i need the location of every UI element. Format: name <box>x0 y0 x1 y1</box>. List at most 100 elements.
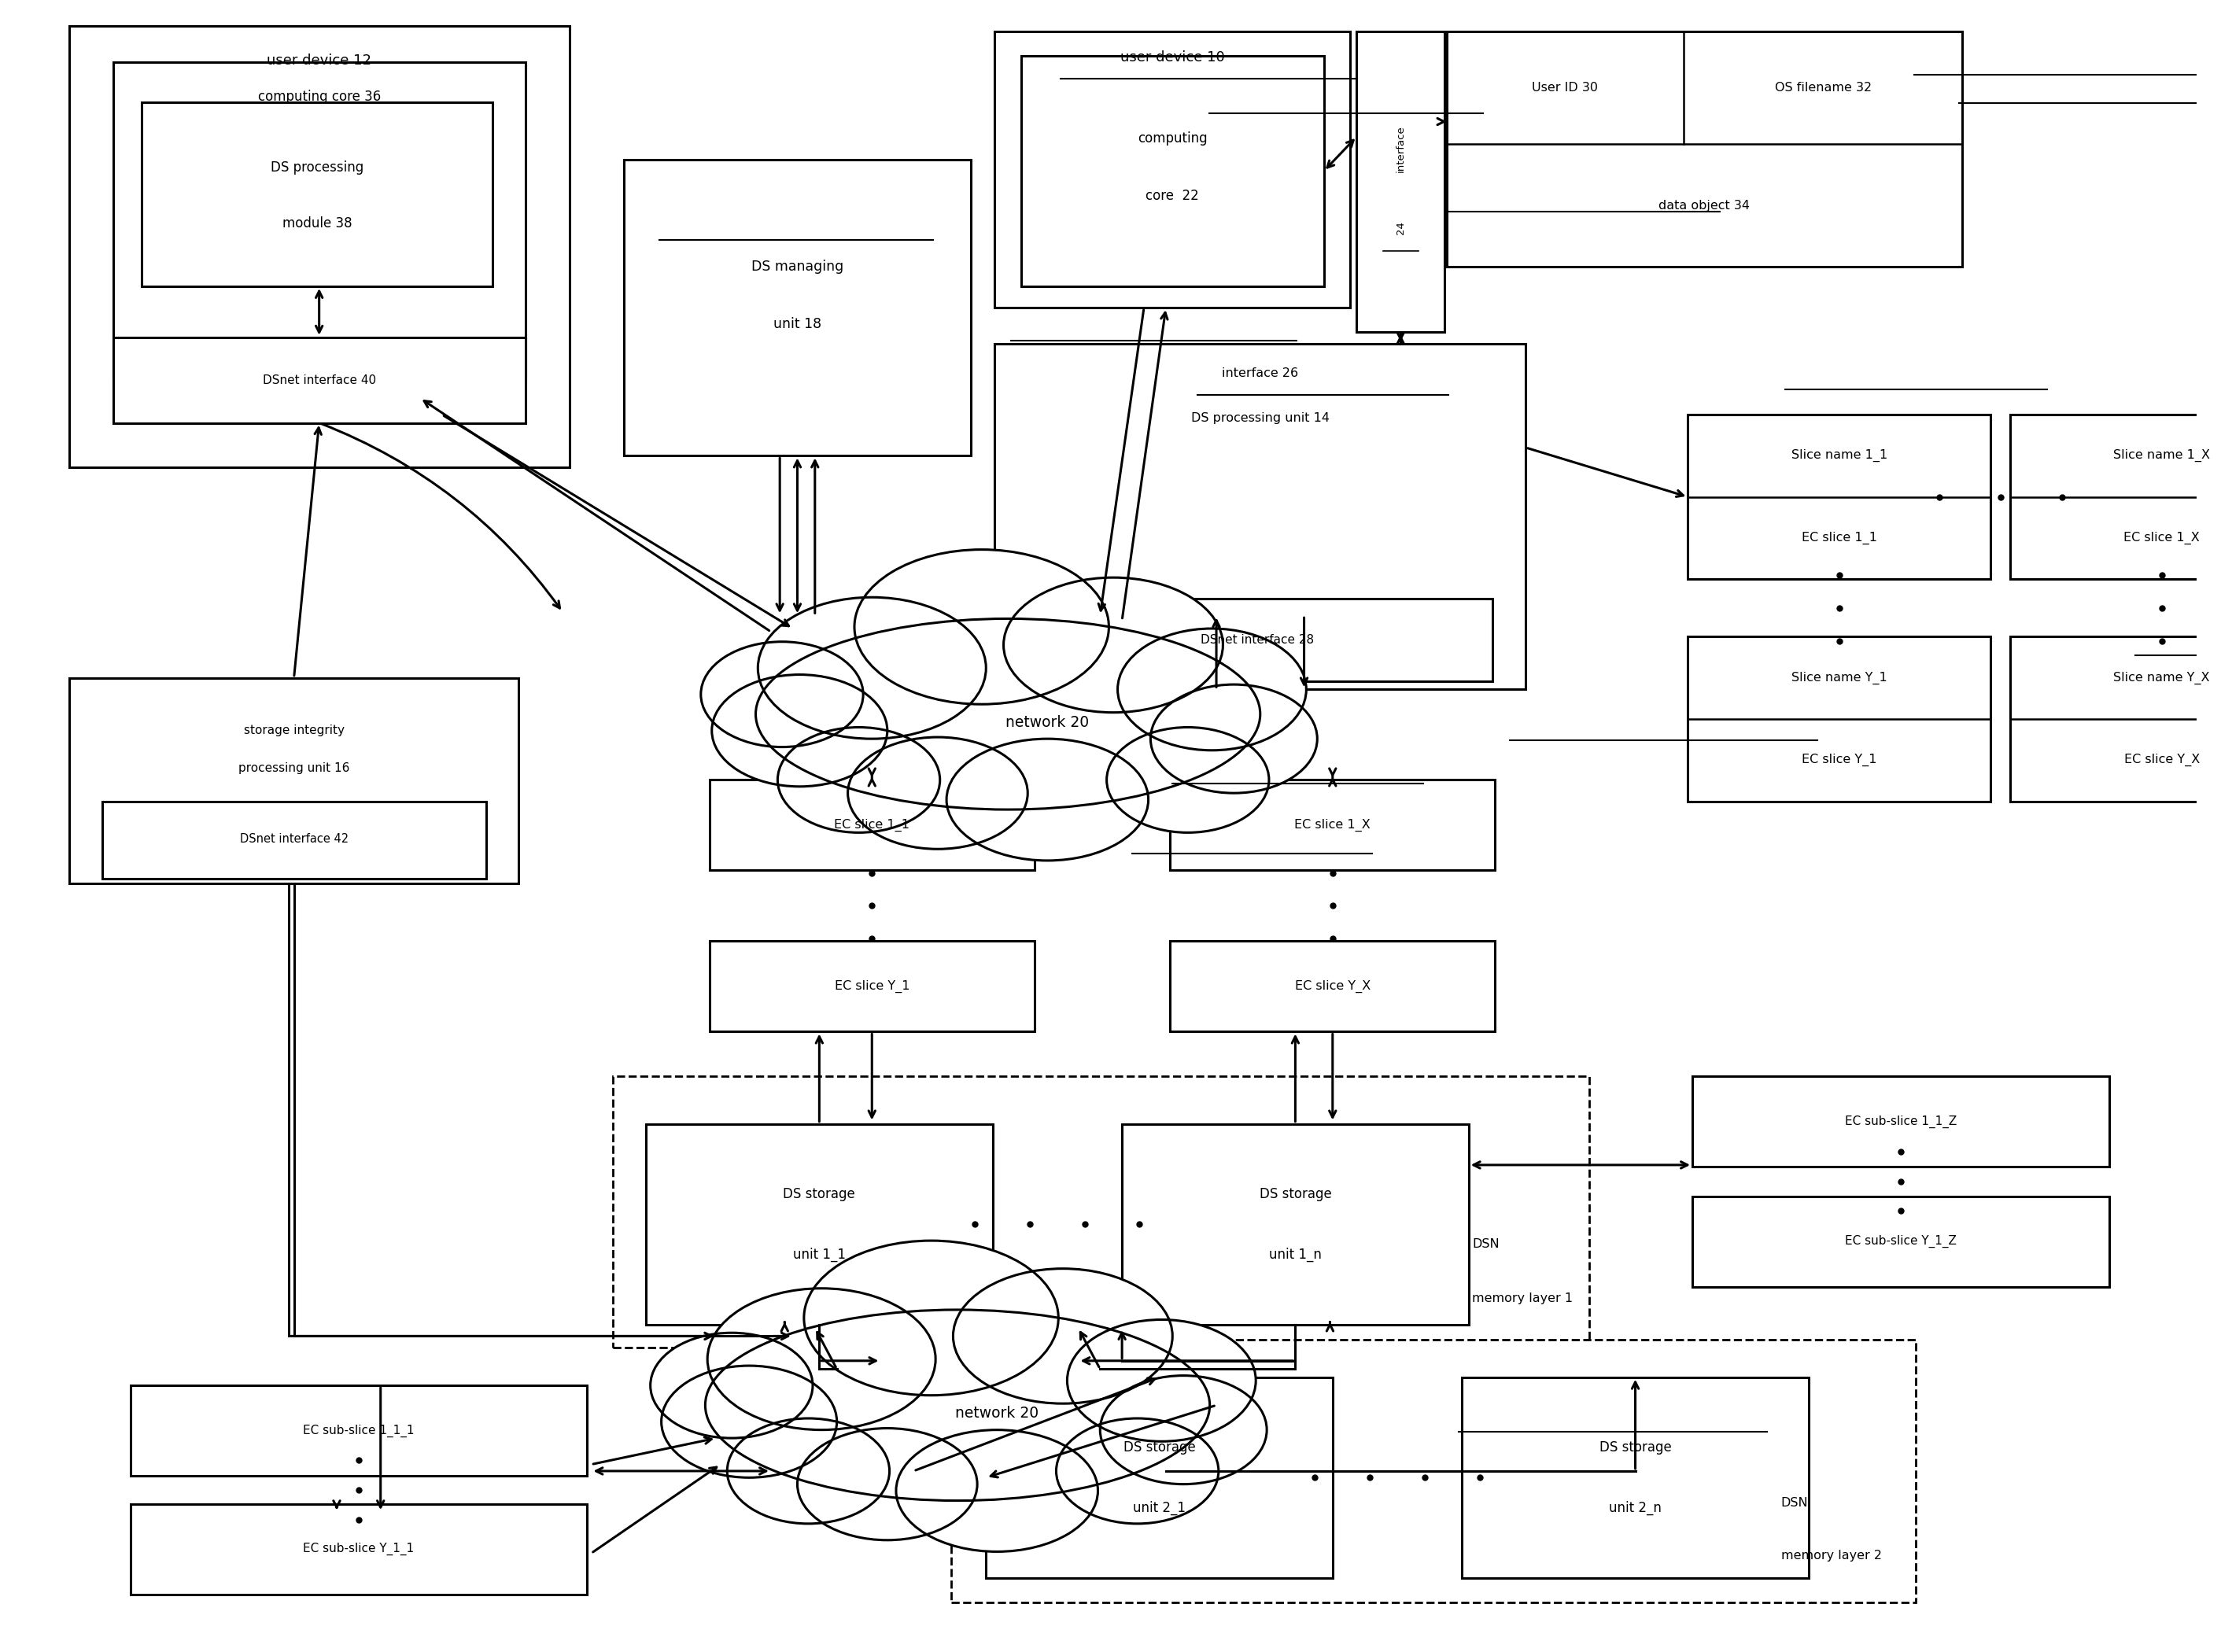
Text: data object 34: data object 34 <box>1659 200 1750 211</box>
Ellipse shape <box>777 727 939 833</box>
Text: EC sub-slice 1_1_Z: EC sub-slice 1_1_Z <box>1846 1115 1957 1128</box>
Ellipse shape <box>1106 727 1268 833</box>
Text: 24: 24 <box>1395 221 1406 235</box>
Text: DSnet interface 42: DSnet interface 42 <box>240 833 349 846</box>
Bar <box>1461 1378 1808 1578</box>
Text: computing: computing <box>1137 131 1208 145</box>
Text: DS processing unit 14: DS processing unit 14 <box>1190 411 1330 425</box>
Bar <box>2010 415 2221 580</box>
Bar <box>624 160 971 456</box>
Text: network 20: network 20 <box>1006 715 1088 730</box>
Ellipse shape <box>711 674 888 786</box>
Bar <box>711 942 1035 1032</box>
Text: EC slice Y_X: EC slice Y_X <box>1295 980 1370 993</box>
Bar <box>2010 636 2221 801</box>
Text: EC slice Y_1: EC slice Y_1 <box>1801 753 1877 767</box>
Text: unit 2_n: unit 2_n <box>1608 1500 1661 1515</box>
Bar <box>1692 1196 2110 1287</box>
Text: storage integrity: storage integrity <box>244 725 344 737</box>
Ellipse shape <box>1117 628 1306 750</box>
Bar <box>986 1378 1333 1578</box>
Bar <box>951 1340 1917 1602</box>
Text: OS filename 32: OS filename 32 <box>1775 83 1872 94</box>
Text: Slice name Y_X: Slice name Y_X <box>2114 671 2210 684</box>
Text: EC slice 1_1: EC slice 1_1 <box>835 819 911 831</box>
Ellipse shape <box>855 550 1108 704</box>
Bar <box>1357 31 1444 332</box>
Ellipse shape <box>797 1429 977 1540</box>
Ellipse shape <box>848 737 1028 849</box>
Text: unit 2_1: unit 2_1 <box>1133 1500 1186 1515</box>
Ellipse shape <box>895 1431 1097 1551</box>
Bar <box>113 63 526 378</box>
Text: EC sub-slice Y_1_1: EC sub-slice Y_1_1 <box>302 1543 413 1556</box>
Text: DSN: DSN <box>1473 1239 1499 1251</box>
Text: memory layer 2: memory layer 2 <box>1781 1550 1881 1561</box>
Text: module 38: module 38 <box>282 216 351 231</box>
Bar <box>1170 780 1495 871</box>
Text: EC slice Y_1: EC slice Y_1 <box>835 980 911 993</box>
Bar <box>613 1075 1590 1348</box>
Bar <box>131 1503 586 1594</box>
Text: DSnet interface 40: DSnet interface 40 <box>262 375 375 387</box>
Bar <box>131 1386 586 1475</box>
Bar <box>1170 942 1495 1032</box>
Bar <box>1122 1123 1468 1325</box>
Bar <box>995 31 1350 307</box>
Text: DS storage: DS storage <box>784 1188 855 1201</box>
Text: DS processing: DS processing <box>271 160 364 175</box>
Text: network 20: network 20 <box>955 1406 1039 1421</box>
Text: core  22: core 22 <box>1146 188 1199 203</box>
Bar <box>1692 1075 2110 1166</box>
Bar <box>1022 600 1493 681</box>
Bar <box>69 26 569 468</box>
Text: EC sub-slice 1_1_1: EC sub-slice 1_1_1 <box>302 1424 415 1437</box>
Ellipse shape <box>726 1419 888 1523</box>
Ellipse shape <box>1057 1419 1219 1523</box>
Text: DS storage: DS storage <box>1124 1441 1195 1454</box>
Bar <box>711 780 1035 871</box>
Bar <box>142 102 493 286</box>
Ellipse shape <box>953 1269 1173 1404</box>
Text: EC sub-slice Y_1_Z: EC sub-slice Y_1_Z <box>1846 1236 1957 1247</box>
Text: user device 12: user device 12 <box>267 55 371 68</box>
Ellipse shape <box>946 738 1148 861</box>
Text: DS managing: DS managing <box>751 259 844 274</box>
Bar <box>1688 636 1990 801</box>
Text: EC slice Y_X: EC slice Y_X <box>2123 753 2199 767</box>
Text: DSN: DSN <box>1781 1497 1808 1508</box>
Ellipse shape <box>1004 578 1224 712</box>
Bar <box>113 337 526 423</box>
Ellipse shape <box>755 618 1259 809</box>
Text: unit 1_n: unit 1_n <box>1268 1247 1321 1262</box>
Text: Slice name 1_1: Slice name 1_1 <box>1790 449 1888 463</box>
Ellipse shape <box>708 1289 935 1431</box>
Text: Slice name Y_1: Slice name Y_1 <box>1792 671 1888 684</box>
Text: EC slice 1_X: EC slice 1_X <box>2123 532 2199 545</box>
Text: Slice name 1_X: Slice name 1_X <box>2114 449 2210 463</box>
Ellipse shape <box>804 1241 1059 1396</box>
Text: user device 10: user device 10 <box>1119 51 1224 64</box>
Text: DSnet interface 28: DSnet interface 28 <box>1199 634 1313 646</box>
Text: User ID 30: User ID 30 <box>1532 83 1599 94</box>
Ellipse shape <box>662 1366 837 1477</box>
Bar <box>995 344 1526 689</box>
Ellipse shape <box>757 598 986 738</box>
Text: processing unit 16: processing unit 16 <box>238 763 349 775</box>
Text: interface 26: interface 26 <box>1222 368 1299 380</box>
Ellipse shape <box>1099 1376 1266 1483</box>
Ellipse shape <box>651 1333 813 1439</box>
Text: DS storage: DS storage <box>1259 1188 1330 1201</box>
Bar <box>69 677 520 884</box>
Text: EC slice 1_1: EC slice 1_1 <box>1801 532 1877 545</box>
Ellipse shape <box>706 1310 1210 1500</box>
Text: unit 18: unit 18 <box>773 317 822 330</box>
Bar <box>1022 56 1324 286</box>
Text: interface: interface <box>1395 126 1406 172</box>
Ellipse shape <box>1150 684 1317 793</box>
Ellipse shape <box>702 641 864 747</box>
Text: DS storage: DS storage <box>1599 1441 1672 1454</box>
Bar <box>102 801 486 879</box>
Bar <box>1446 31 1961 266</box>
Text: memory layer 1: memory layer 1 <box>1473 1294 1572 1305</box>
